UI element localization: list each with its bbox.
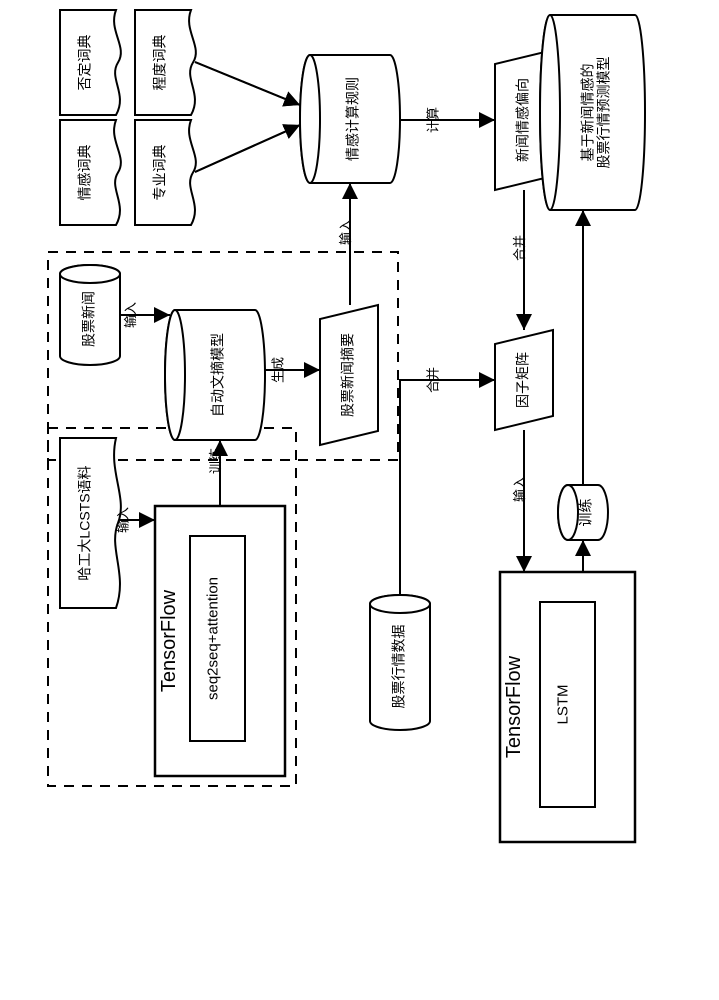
svg-text:基于新闻情感的股票行情预测模型: 基于新闻情感的股票行情预测模型 — [579, 57, 611, 169]
edge — [400, 380, 495, 595]
edge-label: 合并 — [512, 235, 527, 261]
svg-text:股票行情数据: 股票行情数据 — [391, 625, 407, 709]
svg-text:程度词典: 程度词典 — [152, 35, 168, 91]
edge — [195, 62, 300, 105]
edge-label: 输入 — [338, 219, 353, 245]
svg-text:情感词典: 情感词典 — [77, 145, 93, 201]
svg-text:自动文摘模型: 自动文摘模型 — [210, 333, 226, 417]
edge-label: 合并 — [426, 367, 441, 393]
edge — [195, 125, 300, 172]
svg-text:新闻情感偏向: 新闻情感偏向 — [515, 78, 531, 162]
svg-text:哈工大LCSTS语料: 哈工大LCSTS语料 — [77, 465, 93, 580]
edge-label: 生成 — [271, 357, 286, 383]
edge-label: 输入 — [512, 476, 527, 502]
svg-text:专业词典: 专业词典 — [152, 145, 168, 201]
svg-text:否定词典: 否定词典 — [77, 35, 93, 91]
edge-label: 计算 — [426, 107, 441, 133]
svg-text:情感计算规则: 情感计算规则 — [345, 77, 361, 161]
edge-label: 训练 — [208, 448, 223, 474]
svg-text:训练: 训练 — [578, 499, 594, 527]
svg-text:股票新闻摘要: 股票新闻摘要 — [340, 333, 356, 417]
svg-text:股票新闻: 股票新闻 — [81, 291, 97, 347]
svg-text:因子矩阵: 因子矩阵 — [515, 352, 531, 408]
svg-text:seq2seq+attention: seq2seq+attention — [205, 577, 222, 700]
edge-label: 输入 — [123, 302, 138, 328]
svg-text:TensorFlow: TensorFlow — [503, 655, 525, 758]
svg-text:TensorFlow: TensorFlow — [158, 589, 180, 692]
svg-text:LSTM: LSTM — [555, 684, 572, 724]
edge-label: 输入 — [116, 507, 131, 533]
